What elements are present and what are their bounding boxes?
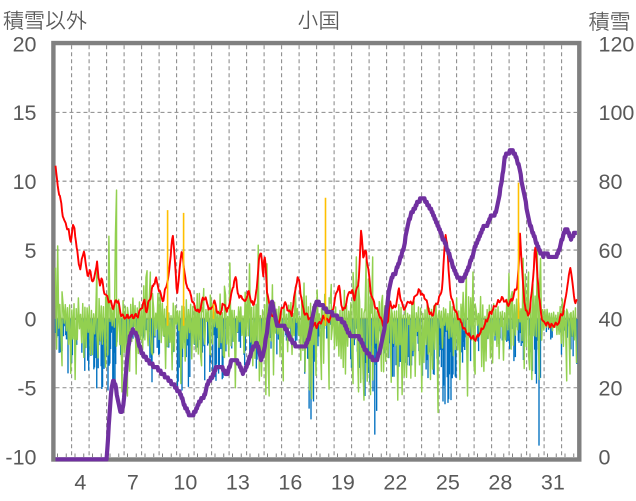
svg-text:10: 10: [13, 170, 37, 194]
svg-text:120: 120: [599, 32, 635, 56]
svg-text:22: 22: [383, 471, 407, 495]
svg-text:10: 10: [173, 471, 197, 495]
svg-text:100: 100: [599, 101, 635, 125]
svg-text:20: 20: [599, 377, 623, 401]
svg-text:0: 0: [599, 445, 611, 469]
svg-text:5: 5: [25, 239, 37, 263]
svg-text:16: 16: [278, 471, 302, 495]
svg-text:60: 60: [599, 239, 623, 263]
svg-text:-5: -5: [17, 377, 36, 401]
svg-text:-10: -10: [5, 445, 36, 469]
svg-text:40: 40: [599, 308, 623, 332]
svg-text:31: 31: [541, 471, 565, 495]
svg-text:15: 15: [13, 101, 37, 125]
svg-text:28: 28: [488, 471, 512, 495]
svg-text:4: 4: [74, 471, 86, 495]
svg-text:25: 25: [436, 471, 460, 495]
svg-text:19: 19: [331, 471, 355, 495]
svg-text:0: 0: [25, 308, 37, 332]
svg-text:7: 7: [127, 471, 139, 495]
svg-text:13: 13: [226, 471, 250, 495]
svg-text:20: 20: [13, 32, 37, 56]
svg-text:80: 80: [599, 170, 623, 194]
